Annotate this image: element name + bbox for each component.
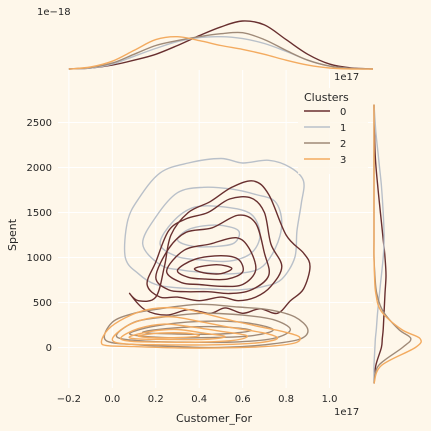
right-marginal-background [373, 82, 423, 388]
y-tick-label: 500 [33, 298, 52, 309]
x-tick-label: 0.8 [278, 394, 294, 405]
cluster-2-marginal-x [68, 31, 374, 70]
legend-label-1: 1 [340, 123, 346, 134]
x-tick-labels: −0.2 0.0 0.2 0.4 0.6 0.8 1.0 [57, 394, 338, 405]
x-tick-label: 0.0 [104, 394, 120, 405]
legend-label-2: 2 [340, 139, 346, 150]
cluster-3-marginal-y [373, 104, 422, 384]
x-tick-label: 0.4 [191, 394, 207, 405]
cluster-3-contour [111, 316, 279, 346]
cluster-3-marginal-x [68, 35, 374, 70]
cluster-0-contour [193, 263, 233, 275]
cluster-1-marginal-y [373, 104, 385, 384]
cluster-1-contour [141, 186, 283, 275]
cluster-0-contour [165, 236, 257, 288]
top-marginal-y-offset-label: 1e−18 [37, 7, 71, 18]
cluster-0-contour [176, 254, 244, 281]
y-tick-label: 1500 [27, 208, 52, 219]
cluster-0-contour [155, 214, 270, 295]
legend-label-0: 0 [340, 107, 346, 118]
x-tick-label: 1.0 [322, 394, 338, 405]
cluster-3-contour [100, 306, 301, 349]
cluster-0-marginal-x [68, 20, 374, 70]
y-tick-label: 1000 [27, 253, 52, 264]
x-tick-label: −0.2 [57, 394, 81, 405]
y-tick-labels: 0 500 1000 1500 2000 2500 [27, 118, 52, 354]
cluster-3-contour [120, 323, 249, 343]
x-tick-label: 0.2 [148, 394, 164, 405]
cluster-1-contour [176, 224, 241, 248]
legend-title: Clusters [304, 91, 349, 104]
top-marginal-kde [68, 20, 374, 70]
legend: 0 1 2 3 Clusters [298, 88, 368, 174]
cluster-3-contour [128, 328, 227, 341]
right-marginal-kde [373, 104, 422, 384]
cluster-0-contour [146, 196, 283, 302]
y-tick-label: 2000 [27, 163, 52, 174]
kde-contours [100, 157, 311, 349]
y-axis-label: Spent [6, 218, 19, 251]
cluster-3-contour [137, 332, 201, 339]
y-tick-label: 0 [46, 343, 52, 354]
y-tick-label: 2500 [27, 118, 52, 129]
cluster-1-contour [123, 157, 305, 291]
legend-items: 0 1 2 3 [298, 88, 368, 174]
x-axis-label: Customer_For [176, 412, 253, 425]
x-offset-label: 1e17 [334, 407, 359, 418]
cluster-0-marginal-y [373, 104, 387, 384]
top-marginal-background [58, 8, 373, 70]
top-marginal-x-offset-label: 1e17 [334, 72, 359, 83]
x-tick-label: 0.6 [235, 394, 251, 405]
legend-label-3: 3 [340, 155, 346, 166]
